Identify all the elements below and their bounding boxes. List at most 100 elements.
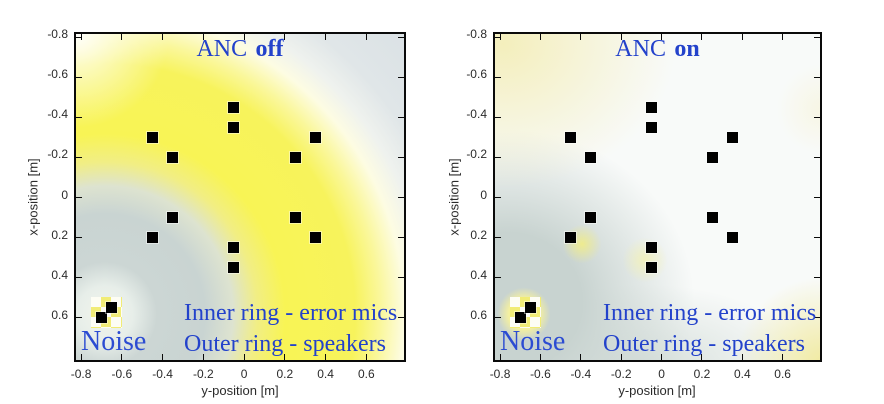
y-tick-label: -0.6 (466, 67, 487, 82)
y-tick-label: -0.4 (466, 107, 487, 122)
speaker-marker (228, 101, 240, 113)
y-tick-mark (398, 156, 404, 158)
x-tick-mark (243, 34, 245, 40)
legend-outer-ring: Outer ring - speakers (603, 331, 805, 357)
x-tick-label: -0.6 (111, 367, 133, 381)
noise-marker (524, 302, 536, 314)
y-tick-mark (495, 76, 501, 78)
x-tick-mark (325, 354, 327, 360)
x-tick-mark (80, 354, 82, 360)
x-tick-mark (365, 354, 367, 360)
noise-marker (514, 312, 526, 324)
speaker-marker (228, 262, 240, 274)
error-mic-marker (289, 212, 301, 224)
y-tick-mark (76, 237, 82, 239)
x-tick-mark (741, 354, 743, 360)
noise-marker (95, 312, 107, 324)
y-tick-mark (398, 36, 404, 38)
heatmap-anc-on: ANC on Inner ring - error mics Outer ring… (493, 32, 822, 362)
y-tick-label: 0.6 (51, 307, 68, 322)
y-tick-label: 0.6 (470, 307, 487, 322)
y-tick-mark (814, 156, 820, 158)
error-mic-marker (645, 121, 657, 133)
x-tick-mark (701, 354, 703, 360)
noise-label: Noise (81, 326, 147, 357)
speaker-marker (565, 232, 577, 244)
y-tick-mark (398, 317, 404, 319)
y-tick-label: 0 (61, 187, 68, 202)
x-tick-label: -0.4 (152, 367, 173, 381)
error-mic-marker (228, 121, 240, 133)
x-tick-label: -0.2 (192, 367, 214, 381)
legend-outer-ring: Outer ring - speakers (184, 331, 386, 357)
error-mic-marker (167, 212, 179, 224)
x-tick-label: 0.6 (774, 367, 791, 381)
y-tick-mark (495, 36, 501, 38)
speaker-marker (146, 131, 158, 143)
x-tick-label: -0.4 (570, 367, 592, 381)
title-prefix: ANC (196, 36, 248, 62)
error-mic-marker (706, 212, 718, 224)
y-tick-mark (76, 156, 82, 158)
x-tick-mark (121, 34, 123, 40)
plot-title-anc-off: ANC off (76, 36, 404, 63)
y-tick-label: 0.2 (51, 227, 68, 242)
heatmap-anc-off: ANC off Inner ring - error mics Outer rin… (74, 32, 406, 362)
x-tick-mark (162, 34, 164, 40)
speaker-marker (309, 232, 321, 244)
x-tick-mark (202, 354, 204, 360)
speaker-marker (146, 232, 158, 244)
y-tick-mark (814, 237, 820, 239)
x-tick-label: 0.4 (733, 367, 751, 381)
x-tick-mark (121, 354, 123, 360)
speaker-marker (726, 232, 738, 244)
y-tick-mark (398, 237, 404, 239)
x-tick-mark (539, 354, 541, 360)
error-mic-marker (228, 242, 240, 254)
y-tick-mark (814, 197, 820, 198)
y-tick-mark (814, 76, 820, 78)
x-tick-label: -0.6 (530, 367, 551, 381)
y-tick-mark (76, 277, 82, 279)
y-tick-label: -0.2 (466, 147, 487, 162)
speaker-marker (309, 131, 321, 143)
ring-legend: Inner ring - error mics Outer ring - spe… (603, 298, 816, 360)
error-mic-marker (706, 151, 718, 163)
y-tick-mark (814, 116, 820, 118)
x-tick-mark (620, 354, 622, 360)
y-tick-label: -0.4 (47, 107, 68, 122)
x-tick-mark (741, 34, 743, 40)
x-tick-mark (620, 34, 622, 40)
y-tick-mark (814, 277, 820, 279)
y-tick-mark (76, 76, 82, 78)
x-axis-label: y-position [m] (618, 383, 696, 398)
error-mic-marker (289, 151, 301, 163)
y-tick-mark (398, 76, 404, 78)
x-tick-label: -0.2 (610, 367, 632, 381)
speaker-marker (565, 131, 577, 143)
speaker-marker (645, 101, 657, 113)
y-tick-label: 0.4 (51, 267, 68, 282)
x-tick-mark (539, 34, 541, 40)
x-tick-mark (661, 354, 663, 360)
plot-title-anc-on: ANC on (495, 36, 820, 63)
title-emphasis: off (255, 36, 284, 62)
x-tick-label: 0 (658, 367, 665, 381)
y-tick-mark (495, 277, 501, 279)
x-tick-label: -0.8 (70, 367, 92, 381)
y-tick-mark (814, 36, 820, 38)
noise-label: Noise (500, 326, 566, 357)
noise-marker (106, 302, 118, 314)
y-tick-mark (495, 116, 501, 118)
x-tick-mark (284, 34, 286, 40)
y-tick-mark (495, 237, 501, 239)
y-tick-label: 0.2 (470, 227, 487, 242)
y-tick-mark (76, 116, 82, 118)
y-tick-mark (495, 317, 501, 319)
x-tick-label: 0.2 (693, 367, 711, 381)
x-tick-label: 0.2 (276, 367, 294, 381)
error-mic-marker (645, 242, 657, 254)
x-tick-label: 0.4 (317, 367, 334, 381)
y-tick-label: -0.6 (47, 67, 68, 82)
